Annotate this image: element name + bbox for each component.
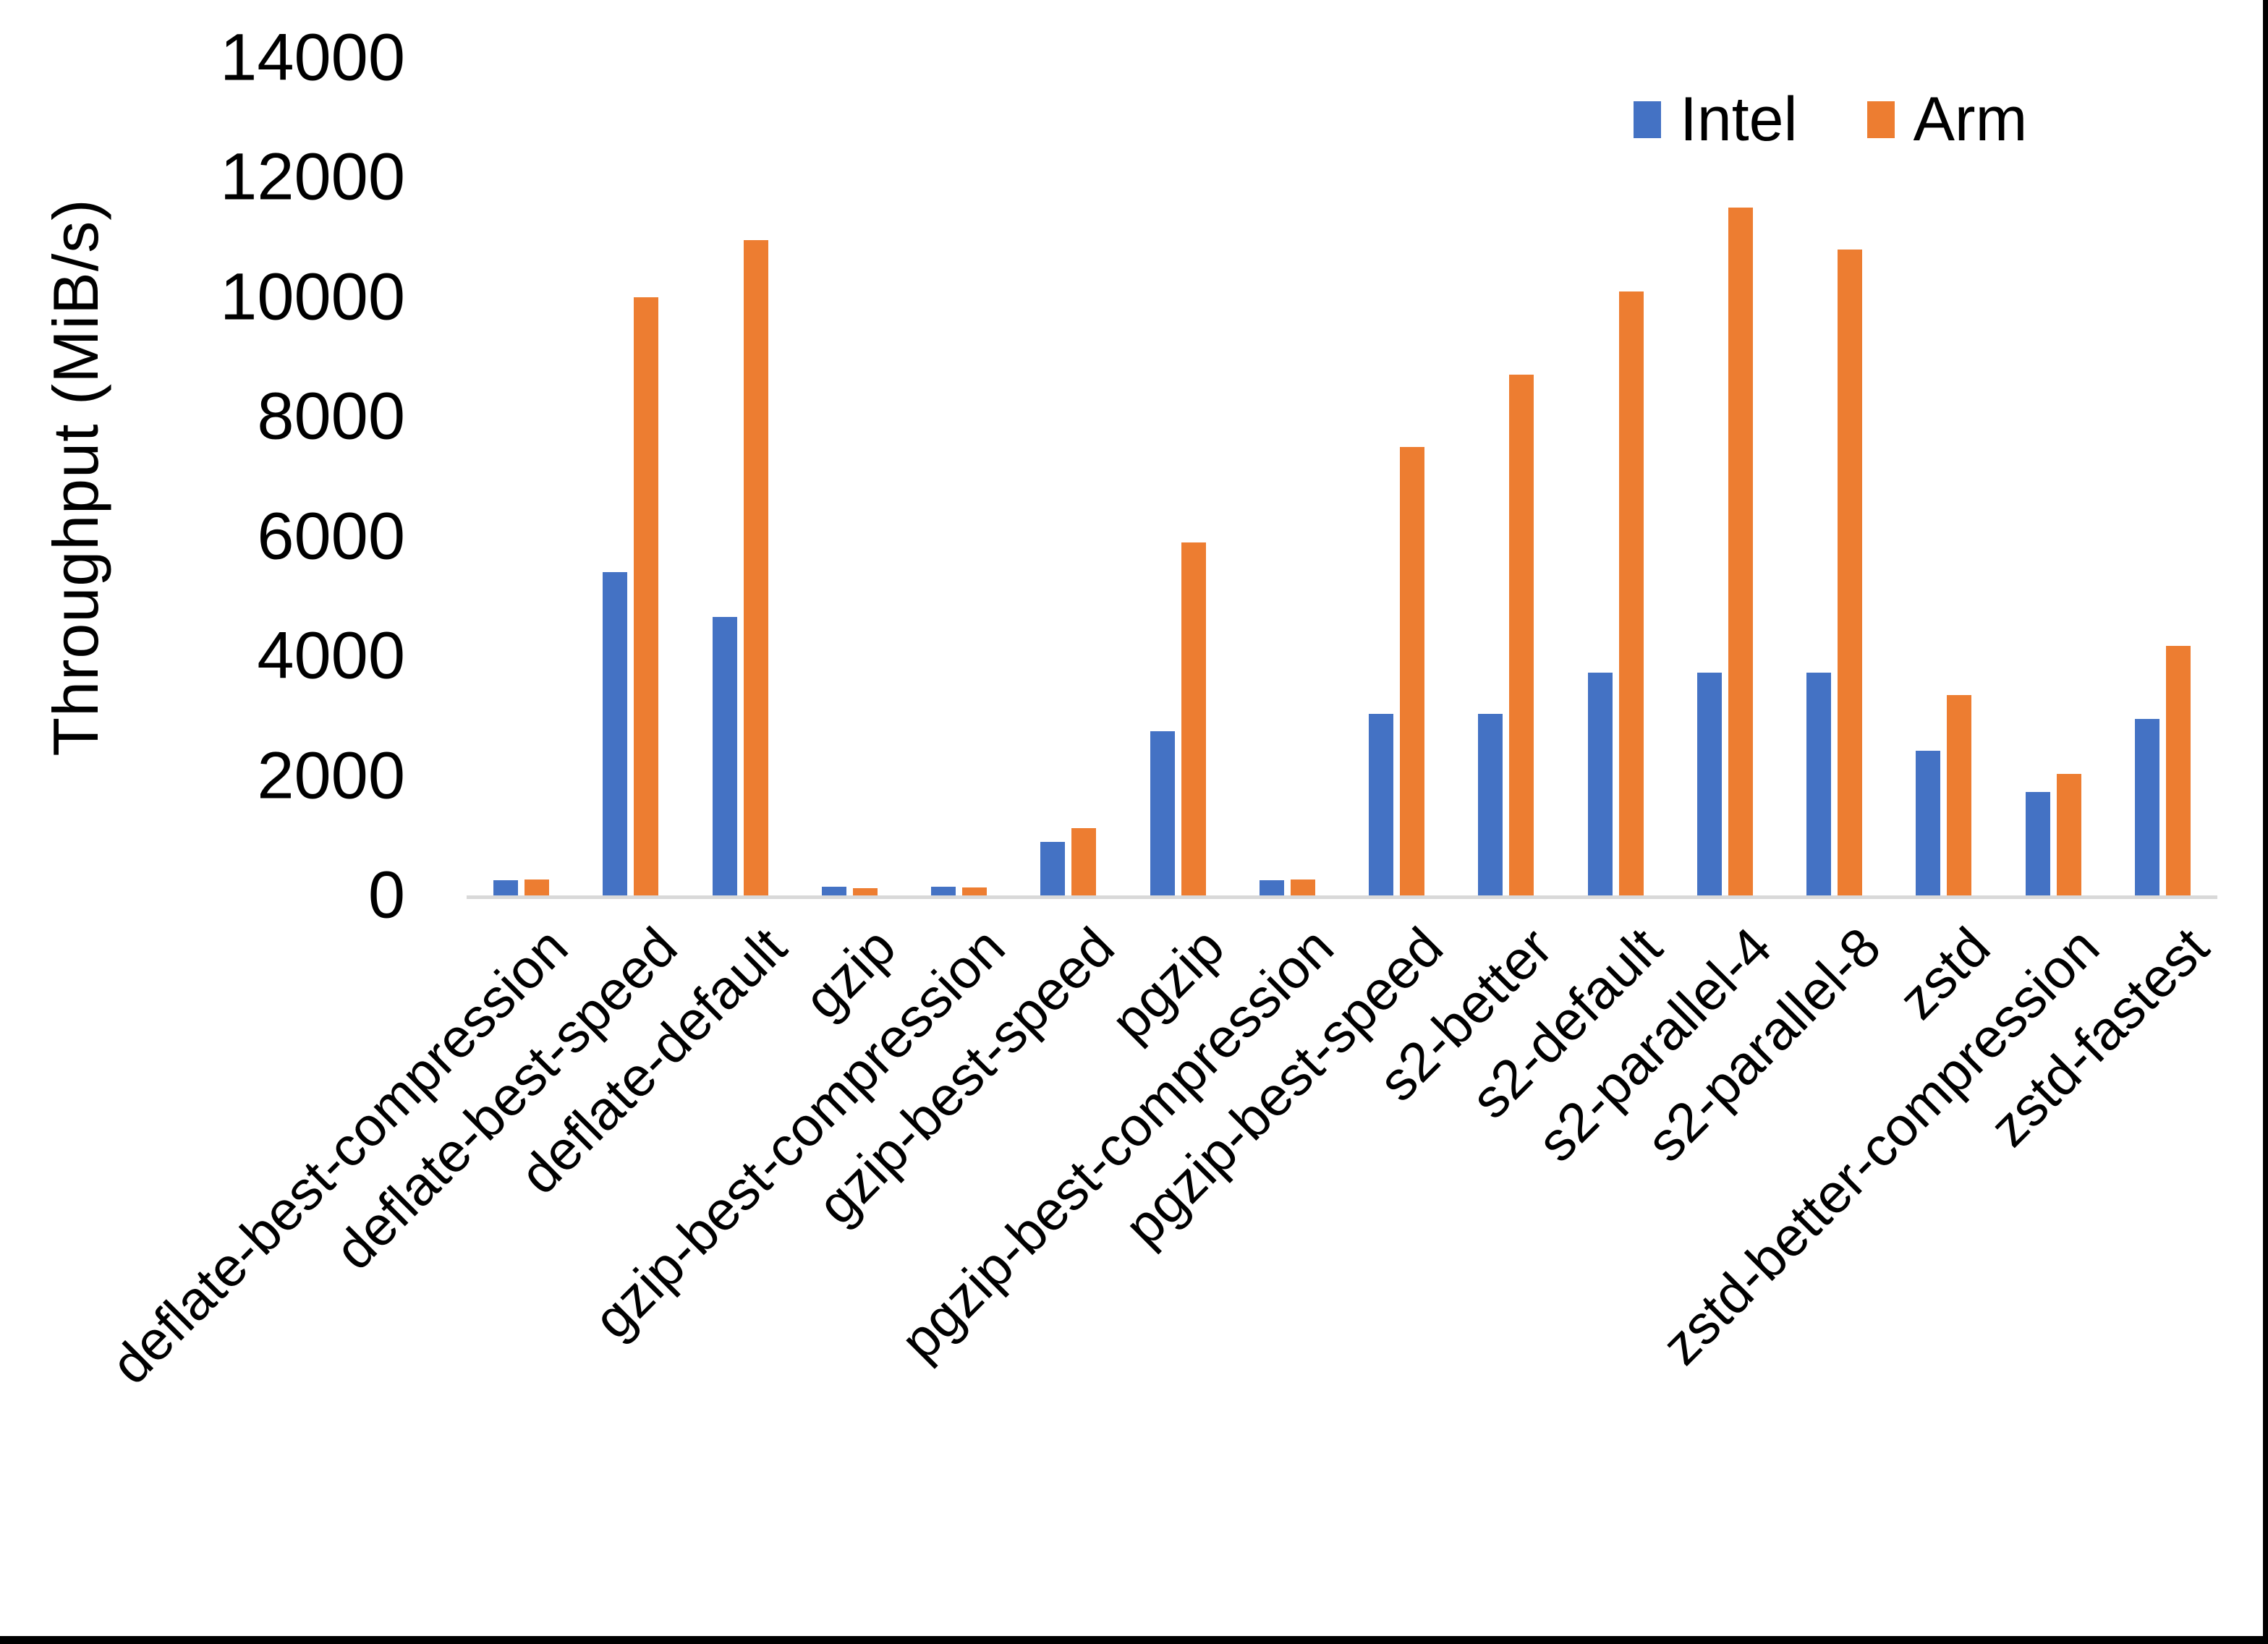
bar-arm-s2-parallel-4 [1728,207,1753,895]
bar-intel-pgzip [1150,731,1175,895]
bar-intel-gzip-best-compression [931,886,956,895]
bar-intel-zstd-better-compression [2025,791,2050,895]
bar-arm-deflate-best-speed [634,297,659,895]
page-border-bottom [0,1636,2268,1644]
y-tick-label-6000: 6000 [257,499,405,574]
bar-intel-pgzip-best-speed [1369,714,1394,895]
bar-arm-deflate-default [743,240,768,895]
legend-swatch-intel [1634,101,1661,138]
bar-intel-s2-better [1478,714,1503,895]
x-category-label-deflate-best-compression: deflate-best-compression [99,916,579,1397]
y-tick-label-12000: 12000 [220,140,405,214]
bar-intel-deflate-best-speed [603,572,628,895]
bar-arm-pgzip-best-speed [1400,446,1425,895]
bar-arm-zstd-fastest [2165,646,2191,895]
bar-intel-s2-parallel-4 [1696,673,1722,895]
bar-arm-s2-parallel-8 [1838,249,1863,895]
y-tick-label-14000: 14000 [220,20,405,95]
y-tick-label-4000: 4000 [257,618,405,693]
bar-arm-s2-default [1618,291,1644,895]
bar-intel-s2-parallel-8 [1806,673,1832,895]
bar-intel-zstd-fastest [2134,718,2159,895]
y-axis-title: Throughput (MiB/s) [40,198,111,757]
y-tick-label-10000: 10000 [220,260,405,334]
bar-arm-gzip [852,888,878,895]
legend-item-intel: Intel [1634,88,1798,150]
legend-item-arm: Arm [1866,85,2028,154]
x-axis-line [467,895,2217,899]
y-tick-label-8000: 8000 [257,379,405,453]
bar-intel-pgzip-best-compression [1259,880,1284,895]
bar-arm-deflate-best-compression [524,880,550,895]
legend-label-intel: Intel [1680,85,1798,154]
bar-intel-gzip-best-speed [1040,841,1066,895]
bar-intel-deflate-best-compression [493,880,519,895]
bar-arm-s2-better [1509,375,1534,895]
bar-arm-pgzip [1181,542,1206,895]
legend: Intel Arm [1634,88,2027,150]
bar-intel-gzip [821,886,846,895]
bar-intel-deflate-default [712,617,737,895]
y-tick-label-2000: 2000 [257,738,405,813]
page-border-right [2263,0,2268,1644]
bar-arm-zstd [1947,694,1972,895]
y-tick-label-0: 0 [368,858,405,932]
bar-arm-pgzip-best-compression [1290,880,1315,895]
bar-intel-zstd [1916,750,1941,895]
bar-arm-gzip-best-speed [1071,827,1097,895]
bar-arm-zstd-better-compression [2056,774,2081,895]
legend-label-arm: Arm [1913,85,2028,154]
bar-intel-s2-default [1587,673,1613,895]
bar-arm-gzip-best-compression [962,887,988,895]
legend-swatch-arm [1866,101,1895,138]
